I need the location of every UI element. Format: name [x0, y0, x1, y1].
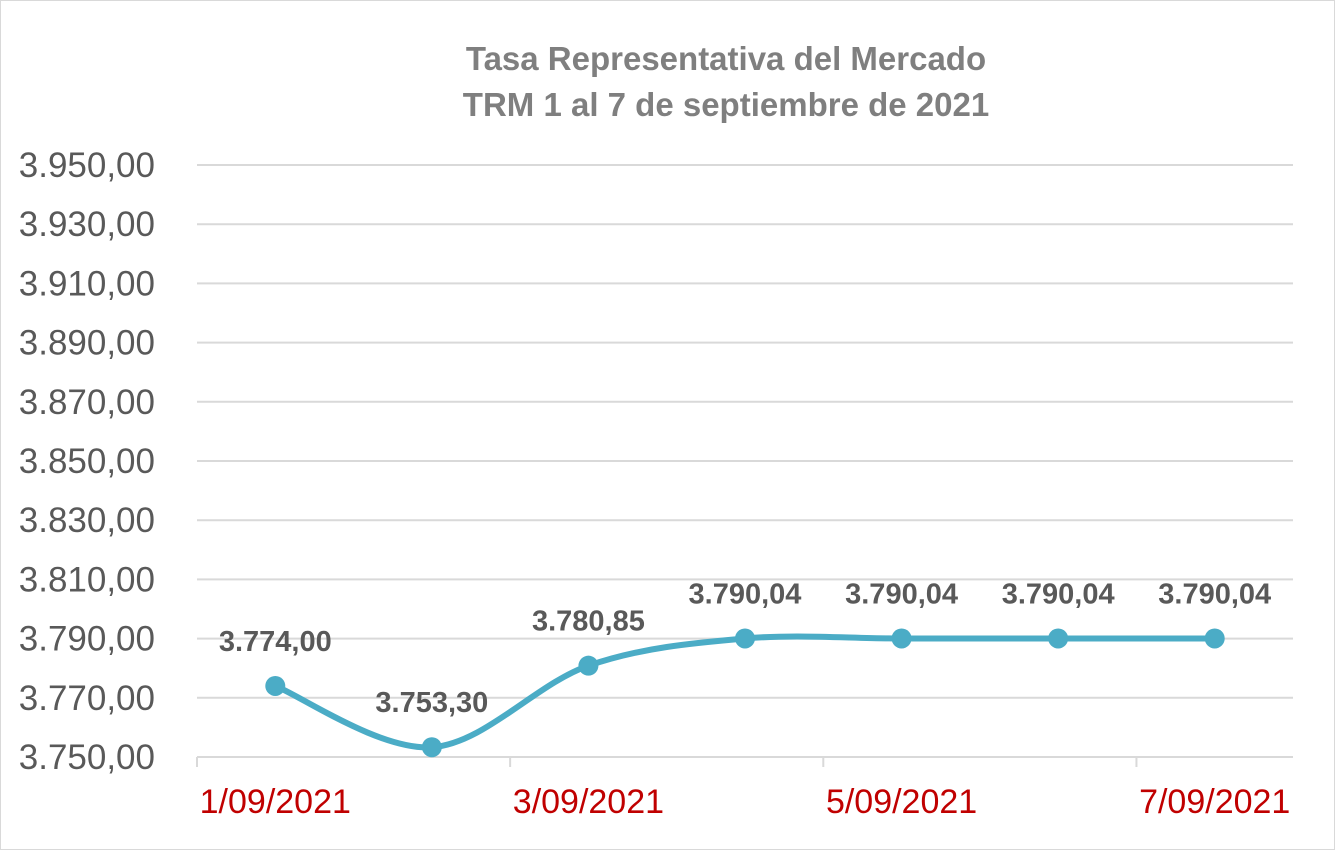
chart-title-block: Tasa Representativa del Mercado TRM 1 al…: [0, 36, 1335, 128]
x-tick-label: 1/09/2021: [200, 783, 351, 821]
y-axis-tick-labels: 3.950,00 3.930,00 3.910,00 3.890,00 3.870,00…: [19, 146, 155, 777]
x-tick-label: 3/09/2021: [513, 783, 664, 821]
data-label: 3.780,85: [532, 606, 645, 638]
y-tick-label: 3.890,00: [19, 324, 155, 363]
data-label: 3.790,04: [1158, 578, 1271, 610]
chart-title: Tasa Representativa del Mercado: [465, 40, 987, 77]
data-point: [578, 655, 599, 676]
data-point: [1204, 628, 1225, 649]
series-line: [265, 628, 1225, 758]
data-point: [735, 628, 755, 649]
y-tick-label: 3.950,00: [19, 146, 155, 185]
y-tick-label: 3.790,00: [19, 620, 155, 659]
y-tick-label: 3.910,00: [19, 264, 155, 303]
data-point: [1048, 628, 1069, 649]
y-tick-label: 3.850,00: [19, 442, 155, 481]
y-tick-label: 3.750,00: [19, 738, 155, 777]
data-label: 3.790,04: [689, 578, 802, 610]
y-tick-label: 3.870,00: [19, 383, 155, 422]
y-tick-label: 3.930,00: [19, 205, 155, 244]
x-tick-label: 5/09/2021: [826, 783, 977, 821]
data-label: 3.774,00: [219, 626, 332, 658]
data-point: [421, 737, 442, 758]
data-label: 3.790,04: [1002, 578, 1115, 610]
gridlines: [197, 164, 1293, 699]
y-tick-label: 3.770,00: [19, 679, 155, 718]
y-tick-label: 3.830,00: [19, 501, 155, 540]
data-label: 3.753,30: [375, 687, 488, 719]
data-point: [265, 675, 286, 696]
x-axis-tick-labels: 1/09/2021 3/09/2021 5/09/2021 7/09/2021: [200, 783, 1291, 821]
y-tick-label: 3.810,00: [19, 560, 155, 599]
x-axis: [196, 756, 1293, 767]
data-labels: 3.774,00 3.753,30 3.780,85 3.790,04 3.790,04…: [219, 578, 1271, 719]
data-point: [891, 628, 912, 649]
chart-subtitle: TRM 1 al 7 de septiembre de 2021: [462, 86, 990, 123]
x-tick-label: 7/09/2021: [1139, 783, 1290, 821]
data-label: 3.790,04: [845, 578, 958, 610]
